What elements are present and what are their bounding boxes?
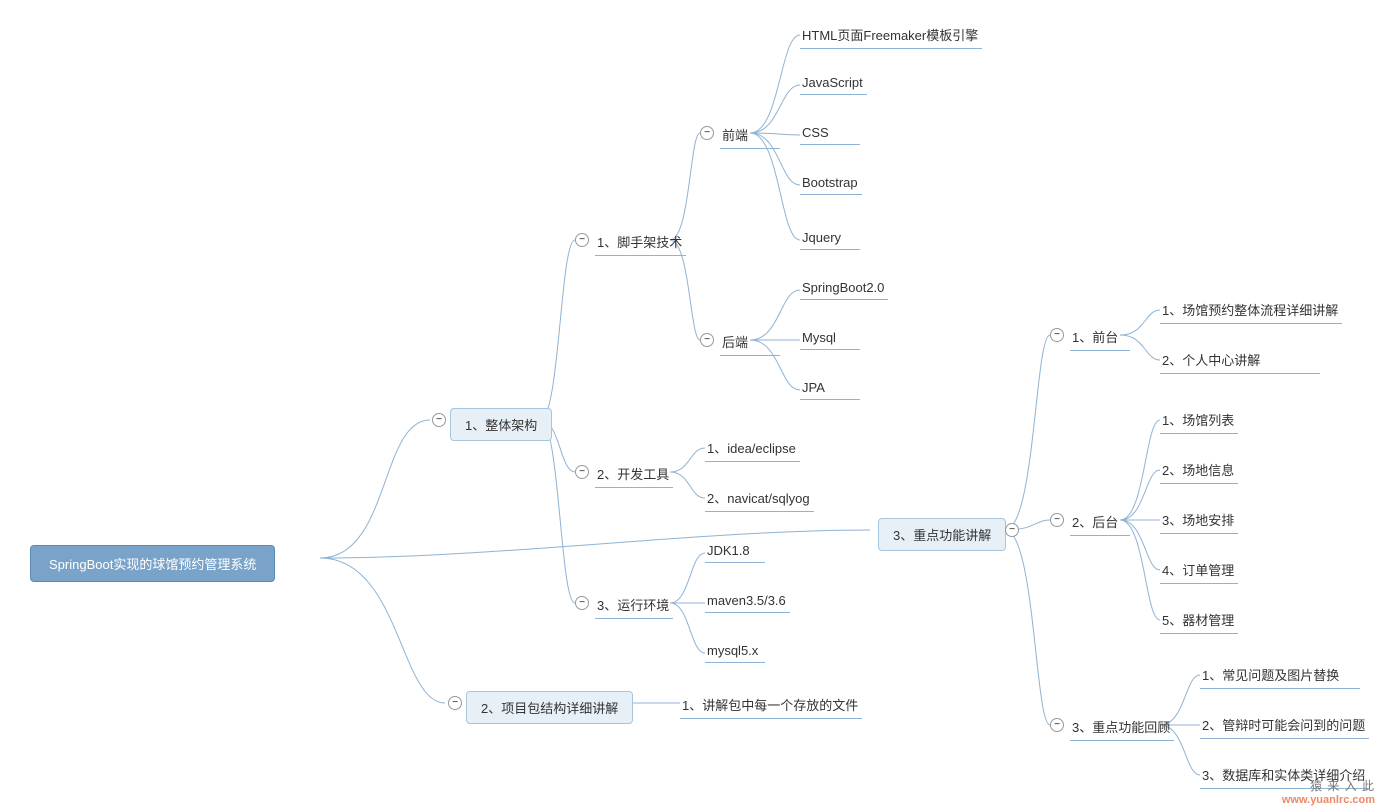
feat-label: 3、重点功能讲解 — [893, 528, 991, 543]
root-node[interactable]: SpringBoot实现的球馆预约管理系统 — [30, 545, 275, 582]
backend-item: Mysql — [800, 328, 860, 350]
collapse-icon[interactable] — [575, 233, 589, 247]
review-item: 2、管辩时可能会问到的问题 — [1200, 713, 1369, 739]
runtime-label: 3、运行环境 — [597, 598, 669, 613]
backend-item: SpringBoot2.0 — [800, 278, 888, 300]
pkg-node[interactable]: 2、项目包结构详细讲解 — [466, 691, 633, 724]
arch-node[interactable]: 1、整体架构 — [450, 408, 552, 441]
review-node[interactable]: 3、重点功能回顾 — [1070, 715, 1174, 741]
collapse-icon[interactable] — [432, 413, 446, 427]
back-item: 5、器材管理 — [1160, 608, 1238, 634]
collapse-icon[interactable] — [1005, 523, 1019, 537]
front-label: 1、前台 — [1072, 330, 1118, 345]
runtime-item: mysql5.x — [705, 641, 765, 663]
runtime-item: maven3.5/3.6 — [705, 591, 790, 613]
scaffold-node[interactable]: 1、脚手架技术 — [595, 230, 686, 256]
frontend-item: Bootstrap — [800, 173, 862, 195]
backend-item: JPA — [800, 378, 860, 400]
collapse-icon[interactable] — [448, 696, 462, 710]
review-label: 3、重点功能回顾 — [1072, 720, 1170, 735]
arch-label: 1、整体架构 — [465, 418, 537, 433]
frontend-item: JavaScript — [800, 73, 867, 95]
collapse-icon[interactable] — [700, 333, 714, 347]
backend-label: 后端 — [722, 335, 748, 350]
back-item: 4、订单管理 — [1160, 558, 1238, 584]
devtools-label: 2、开发工具 — [597, 467, 669, 482]
frontend-item: CSS — [800, 123, 860, 145]
front-item: 2、个人中心讲解 — [1160, 348, 1320, 374]
frontend-item: Jquery — [800, 228, 860, 250]
collapse-icon[interactable] — [575, 596, 589, 610]
watermark-url: www.yuanlrc.com — [1282, 794, 1375, 806]
connector-lines — [0, 0, 1395, 812]
front-node[interactable]: 1、前台 — [1070, 325, 1130, 351]
root-label: SpringBoot实现的球馆预约管理系统 — [49, 557, 256, 572]
devtools-node[interactable]: 2、开发工具 — [595, 462, 673, 488]
front-item: 1、场馆预约整体流程详细讲解 — [1160, 298, 1342, 324]
collapse-icon[interactable] — [575, 465, 589, 479]
frontend-node[interactable]: 前端 — [720, 123, 780, 149]
back-node[interactable]: 2、后台 — [1070, 510, 1130, 536]
review-item: 1、常见问题及图片替换 — [1200, 663, 1360, 689]
watermark-text: 猿 来 入 此 — [1310, 779, 1375, 793]
watermark: 猿 来 入 此 www.yuanlrc.com — [1282, 777, 1375, 806]
devtools-item: 2、navicat/sqlyog — [705, 486, 814, 512]
pkg-item: 1、讲解包中每一个存放的文件 — [680, 693, 862, 719]
devtools-item: 1、idea/eclipse — [705, 436, 800, 462]
scaffold-label: 1、脚手架技术 — [597, 235, 682, 250]
feat-node[interactable]: 3、重点功能讲解 — [878, 518, 1006, 551]
collapse-icon[interactable] — [1050, 513, 1064, 527]
runtime-node[interactable]: 3、运行环境 — [595, 593, 673, 619]
collapse-icon[interactable] — [1050, 328, 1064, 342]
back-item: 2、场地信息 — [1160, 458, 1238, 484]
pkg-label: 2、项目包结构详细讲解 — [481, 701, 618, 716]
collapse-icon[interactable] — [700, 126, 714, 140]
backend-node[interactable]: 后端 — [720, 330, 780, 356]
back-item: 3、场地安排 — [1160, 508, 1238, 534]
frontend-label: 前端 — [722, 128, 748, 143]
runtime-item: JDK1.8 — [705, 541, 765, 563]
collapse-icon[interactable] — [1050, 718, 1064, 732]
back-label: 2、后台 — [1072, 515, 1118, 530]
frontend-item: HTML页面Freemaker模板引擎 — [800, 23, 982, 49]
back-item: 1、场馆列表 — [1160, 408, 1238, 434]
